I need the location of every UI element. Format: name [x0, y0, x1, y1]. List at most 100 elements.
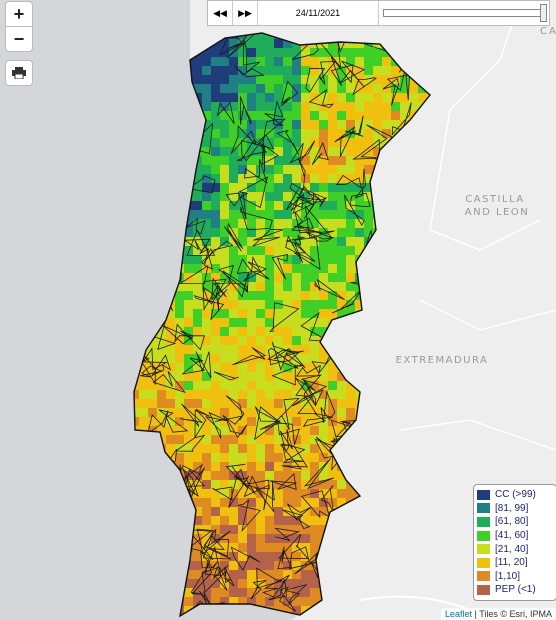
- risk-cell: [238, 480, 247, 489]
- risk-cell: [134, 489, 139, 498]
- risk-cell: [346, 219, 355, 228]
- print-button[interactable]: [5, 60, 33, 86]
- risk-cell: [247, 291, 256, 300]
- legend-label: [21, 40]: [495, 543, 529, 555]
- risk-cell: [301, 444, 310, 453]
- risk-cell: [193, 507, 202, 516]
- risk-cell: [157, 579, 166, 588]
- risk-cell: [283, 156, 292, 165]
- risk-cell: [220, 408, 229, 417]
- time-slider[interactable]: [379, 1, 549, 25]
- municipality-border: [334, 126, 357, 157]
- forward-button[interactable]: ▶▶: [233, 1, 258, 25]
- risk-cell: [202, 327, 211, 336]
- risk-cell: [193, 354, 202, 363]
- risk-cell: [184, 156, 193, 165]
- risk-cell: [184, 327, 193, 336]
- risk-cell: [148, 318, 157, 327]
- risk-cell: [157, 210, 166, 219]
- risk-cell: [139, 327, 148, 336]
- risk-cell: [310, 210, 319, 219]
- risk-cell: [274, 57, 283, 66]
- leaflet-link[interactable]: Leaflet: [444, 609, 472, 619]
- map-label: AND LEON: [465, 207, 529, 218]
- risk-cell: [139, 516, 148, 525]
- risk-cell: [301, 363, 310, 372]
- municipality-border: [195, 351, 212, 379]
- risk-cell: [238, 111, 247, 120]
- risk-cell: [193, 363, 202, 372]
- risk-cell: [319, 183, 328, 192]
- risk-cell: [211, 237, 220, 246]
- risk-cell: [211, 363, 220, 372]
- rewind-button[interactable]: ◀◀: [208, 1, 233, 25]
- risk-cell: [310, 237, 319, 246]
- risk-cell: [364, 75, 373, 84]
- zoom-in[interactable]: +: [5, 1, 33, 27]
- risk-cell: [328, 174, 337, 183]
- risk-cell: [193, 228, 202, 237]
- risk-cell: [220, 606, 229, 615]
- risk-cell: [247, 201, 256, 210]
- municipality-border: [225, 463, 249, 489]
- legend-label: [41, 60]: [495, 530, 529, 542]
- risk-cell: [202, 318, 211, 327]
- municipality-border: [147, 282, 161, 314]
- risk-cell: [220, 417, 229, 426]
- risk-cell: [319, 471, 328, 480]
- risk-cell: [157, 507, 166, 516]
- risk-cell: [229, 408, 238, 417]
- risk-cell: [148, 579, 157, 588]
- municipality-border: [216, 101, 235, 125]
- risk-cell: [193, 318, 202, 327]
- zoom-out[interactable]: −: [5, 26, 33, 52]
- risk-cell: [157, 192, 166, 201]
- risk-cell: [355, 147, 364, 156]
- legend-label: CC (>99): [495, 489, 536, 501]
- risk-cell: [319, 156, 328, 165]
- risk-cell: [247, 120, 256, 129]
- risk-cell: [175, 192, 184, 201]
- risk-cell: [310, 174, 319, 183]
- risk-cell: [301, 255, 310, 264]
- risk-cell: [337, 300, 346, 309]
- risk-cell: [274, 129, 283, 138]
- risk-cell: [193, 246, 202, 255]
- risk-cell: [166, 453, 175, 462]
- risk-cell: [157, 417, 166, 426]
- risk-cell: [202, 462, 211, 471]
- risk-cell: [134, 102, 139, 111]
- risk-cell: [247, 183, 256, 192]
- risk-cell: [346, 399, 355, 408]
- risk-cell: [247, 33, 256, 39]
- risk-cell: [247, 327, 256, 336]
- municipality-border: [165, 107, 192, 132]
- risk-cell: [364, 201, 373, 210]
- municipality-border: [204, 545, 222, 577]
- risk-cell: [202, 264, 211, 273]
- risk-cell: [229, 264, 238, 273]
- risk-cell: [229, 300, 238, 309]
- risk-cell: [274, 39, 283, 48]
- risk-cell: [274, 381, 283, 390]
- risk-cell: [229, 525, 238, 534]
- risk-cell: [292, 66, 301, 75]
- risk-cell: [265, 273, 274, 282]
- risk-cell: [148, 435, 157, 444]
- risk-cell: [310, 390, 319, 399]
- risk-cell: [175, 282, 184, 291]
- risk-cell: [134, 327, 139, 336]
- risk-cell: [229, 480, 238, 489]
- risk-cell: [175, 579, 184, 588]
- risk-cell: [157, 183, 166, 192]
- municipality-border: [152, 371, 186, 393]
- risk-cell: [175, 102, 184, 111]
- risk-cell: [238, 570, 247, 579]
- risk-cell: [310, 111, 319, 120]
- risk-cell: [184, 417, 193, 426]
- municipality-border: [203, 529, 230, 558]
- risk-cell: [337, 273, 346, 282]
- risk-cell: [247, 597, 256, 606]
- risk-cell: [229, 210, 238, 219]
- risk-cell: [134, 561, 139, 570]
